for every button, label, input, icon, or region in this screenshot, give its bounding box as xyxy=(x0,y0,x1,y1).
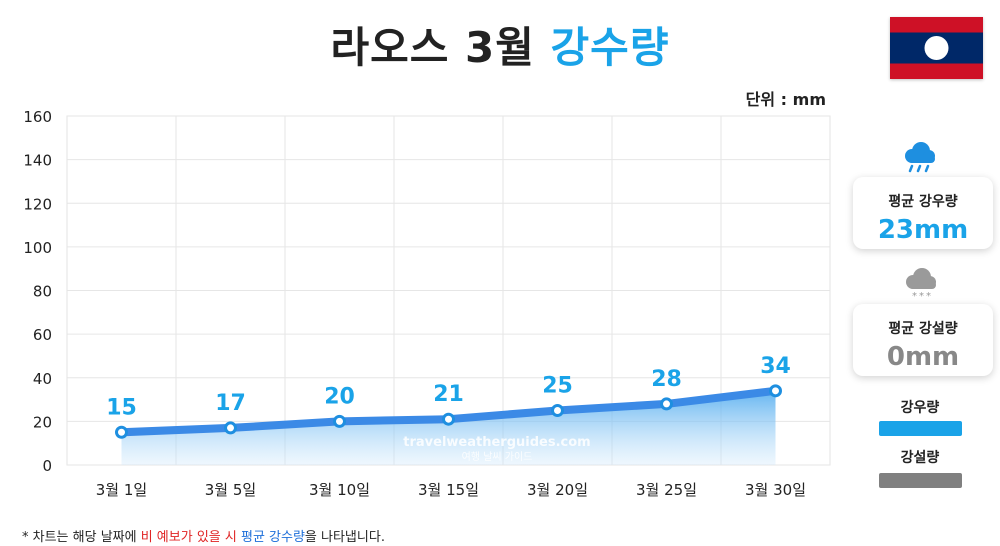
y-tick-label: 20 xyxy=(33,413,52,431)
avg-rain-card: 평균 강우량 23mm xyxy=(853,177,993,249)
svg-text:*: * xyxy=(926,291,931,300)
snow-cloud-icon: * * * xyxy=(906,268,936,300)
footnote-blue: 평균 강수량 xyxy=(240,530,305,545)
rainfall-chart: 0 20 40 60 80 100 120 140 160 travelweatherguides… xyxy=(23,108,831,499)
data-point xyxy=(115,425,128,439)
y-tick-label: 80 xyxy=(33,283,52,301)
flag-bottom-band xyxy=(890,63,983,79)
laos-flag xyxy=(890,17,983,79)
data-label: 25 xyxy=(542,373,573,398)
y-tick-label: 40 xyxy=(33,370,52,388)
data-point xyxy=(769,384,782,398)
avg-rain-label: 평균 강우량 xyxy=(888,194,958,210)
footnote-red: 비 예보가 있을 시 xyxy=(140,530,237,545)
avg-rain-value: 23mm xyxy=(877,215,969,245)
legend-rain-swatch xyxy=(879,421,962,436)
avg-snow-card: 평균 강설량 0mm xyxy=(853,304,993,376)
x-tick-label: 3월 15일 xyxy=(418,481,479,499)
y-tick-label: 0 xyxy=(42,457,52,475)
data-label: 20 xyxy=(324,384,355,409)
data-label: 28 xyxy=(651,367,682,392)
legend-snow-label: 강설량 xyxy=(900,450,940,466)
legend-snow-swatch xyxy=(879,473,962,488)
data-point xyxy=(333,414,346,428)
page-title: 라오스 3월 강수량 xyxy=(0,14,1000,75)
x-tick-label: 3월 30일 xyxy=(745,481,806,499)
data-label: 34 xyxy=(760,354,791,379)
avg-snow-value: 0mm xyxy=(886,342,960,372)
title-accent: 강수량 xyxy=(550,23,670,72)
footnote-prefix: * 차트는 해당 날짜에 xyxy=(22,530,141,545)
data-point xyxy=(660,397,673,411)
y-tick-label: 160 xyxy=(23,108,52,126)
x-tick-label: 3월 25일 xyxy=(636,481,697,499)
flag-top-band xyxy=(890,17,983,33)
flag-white-disc xyxy=(924,36,949,60)
legend-rain-label: 강우량 xyxy=(900,400,940,416)
avg-snow-label: 평균 강설량 xyxy=(888,321,958,337)
rain-cloud-icon xyxy=(905,142,935,173)
svg-text:*: * xyxy=(919,291,924,300)
y-tick-label: 120 xyxy=(23,195,52,213)
data-point xyxy=(224,421,237,435)
x-tick-label: 3월 1일 xyxy=(96,481,147,499)
y-tick-label: 60 xyxy=(33,326,52,344)
unit-label: 단위 : mm xyxy=(745,90,826,109)
title-main: 라오스 3월 xyxy=(330,23,535,72)
footnote: * 차트는 해당 날짜에 비 예보가 있을 시 평균 강수량을 나타냅니다. xyxy=(22,526,385,545)
svg-text:*: * xyxy=(912,291,917,300)
data-label: 17 xyxy=(215,391,246,416)
x-tick-label: 3월 5일 xyxy=(205,481,256,499)
data-label: 21 xyxy=(433,382,464,407)
y-tick-label: 140 xyxy=(23,152,52,170)
data-point xyxy=(551,403,564,417)
data-point xyxy=(442,412,455,426)
watermark-subtitle: 여행 날씨 가이드 xyxy=(462,451,533,463)
x-tick-label: 3월 20일 xyxy=(527,481,588,499)
data-label: 15 xyxy=(106,395,137,420)
x-tick-label: 3월 10일 xyxy=(309,481,370,499)
y-tick-label: 100 xyxy=(23,239,52,257)
watermark-url: travelweatherguides.com xyxy=(403,435,590,450)
footnote-suffix: 을 나타냅니다. xyxy=(304,530,385,545)
